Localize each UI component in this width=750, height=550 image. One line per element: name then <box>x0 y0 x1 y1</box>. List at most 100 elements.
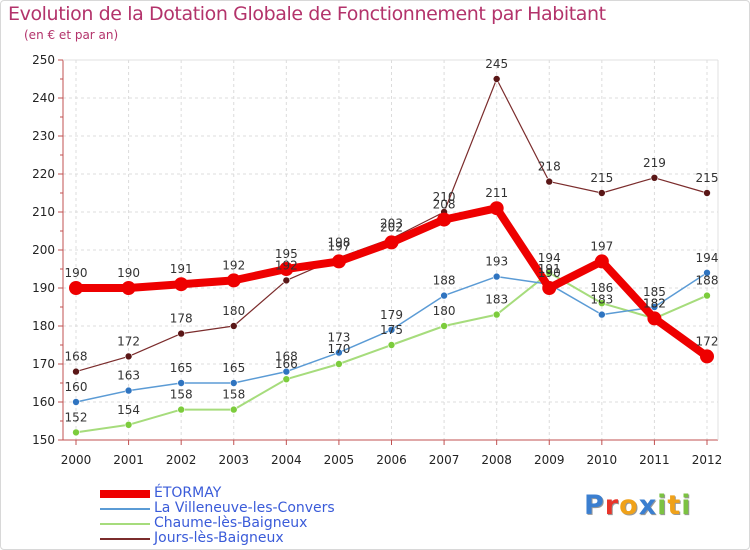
data-point <box>594 254 609 269</box>
proxiti-logo: Proxiti <box>584 490 692 521</box>
x-tick-label: 2003 <box>218 453 249 467</box>
data-point <box>387 325 396 334</box>
data-point <box>647 311 662 326</box>
data-point <box>177 379 185 387</box>
y-tick-label: 200 <box>32 243 55 257</box>
x-tick-label: 2004 <box>271 453 302 467</box>
data-label: 197 <box>590 239 613 253</box>
data-label: 152 <box>65 410 88 424</box>
data-label: 198 <box>327 236 350 250</box>
data-label: 186 <box>590 281 613 295</box>
legend-swatch <box>100 490 150 498</box>
data-label: 188 <box>696 274 719 288</box>
x-tick-label: 2000 <box>61 453 92 467</box>
data-point <box>282 276 291 285</box>
data-point <box>124 352 133 361</box>
legend-swatch <box>100 508 150 510</box>
data-label: 203 <box>380 217 403 231</box>
data-point <box>121 281 136 295</box>
data-point <box>279 262 294 276</box>
data-label: 183 <box>485 293 508 307</box>
data-label: 170 <box>327 342 350 356</box>
data-point <box>703 189 711 197</box>
data-point <box>177 405 185 414</box>
data-label: 158 <box>170 388 193 402</box>
data-point <box>437 212 452 227</box>
legend-swatch <box>100 523 150 525</box>
series-lines <box>69 75 714 437</box>
data-point <box>282 375 291 384</box>
data-point <box>650 303 659 311</box>
data-point <box>703 268 711 277</box>
y-tick-label: 230 <box>32 129 55 143</box>
y-tick-label: 250 <box>32 53 55 67</box>
data-label: 195 <box>275 247 298 261</box>
data-label: 165 <box>170 361 193 375</box>
x-tick-label: 2008 <box>481 453 512 467</box>
x-tick-label: 2005 <box>324 453 355 467</box>
chart-subtitle: (en € et par an) <box>24 28 119 42</box>
data-label: 202 <box>380 220 403 234</box>
data-label: 219 <box>643 156 666 170</box>
data-point <box>598 299 606 308</box>
axes: 150 160 170 180 190 200 210 220 230 240 250 2000 200… <box>32 53 722 467</box>
data-label: 191 <box>170 262 193 276</box>
data-point <box>703 291 711 300</box>
data-label: 168 <box>275 350 298 364</box>
data-label: 192 <box>222 258 245 272</box>
legend-swatch <box>100 538 150 540</box>
x-tick-label: 2011 <box>639 453 670 467</box>
data-label: 197 <box>327 239 350 253</box>
data-point <box>545 268 554 277</box>
data-point <box>545 177 554 186</box>
data-label: 158 <box>222 388 245 402</box>
data-label: 165 <box>222 361 245 375</box>
data-labels: 190 190 191 1921951972022082111901971821721… <box>65 57 719 424</box>
data-point <box>124 420 133 429</box>
data-point <box>72 367 80 376</box>
y-tick-label: 160 <box>32 395 55 409</box>
x-tick-label: 2006 <box>376 453 407 467</box>
data-label: 194 <box>696 251 719 265</box>
data-label: 190 <box>538 266 561 280</box>
data-label: 172 <box>117 334 140 348</box>
x-tick-label: 2012 <box>692 453 723 467</box>
data-label: 191 <box>538 262 561 276</box>
data-label: 218 <box>538 160 561 174</box>
data-point <box>335 348 343 357</box>
data-label: 160 <box>65 380 88 394</box>
legend-label: ÉTORMAY <box>154 485 222 501</box>
data-label: 168 <box>65 350 88 364</box>
data-label: 208 <box>433 198 456 212</box>
data-point <box>700 349 714 364</box>
x-tick-label: 2001 <box>113 453 144 467</box>
data-point <box>124 386 133 395</box>
grid <box>63 59 718 441</box>
data-label: 188 <box>433 274 456 288</box>
data-point <box>72 398 80 406</box>
data-point <box>282 367 291 376</box>
data-label: 183 <box>590 293 613 307</box>
data-point <box>492 272 501 281</box>
y-tick-label: 170 <box>32 357 55 371</box>
data-point <box>229 322 238 330</box>
y-tick-label: 180 <box>32 319 55 333</box>
x-tick-label: 2007 <box>429 453 460 467</box>
data-label: 179 <box>380 308 403 322</box>
y-tick-label: 190 <box>32 281 55 295</box>
data-label: 154 <box>117 403 140 417</box>
x-tick-label: 2010 <box>587 453 618 467</box>
data-label: 194 <box>538 251 561 265</box>
data-point <box>226 273 241 288</box>
data-point <box>331 254 346 269</box>
data-label: 180 <box>433 304 456 318</box>
data-point <box>650 174 659 182</box>
data-point <box>229 379 238 387</box>
data-point <box>440 291 448 300</box>
y-tick-label: 150 <box>32 433 55 447</box>
y-tick-label: 240 <box>32 91 55 105</box>
data-label: 190 <box>65 266 88 280</box>
legend-label: Chaume-lès-Baigneux <box>154 515 308 531</box>
data-label: 211 <box>485 186 508 200</box>
data-point <box>598 189 606 197</box>
